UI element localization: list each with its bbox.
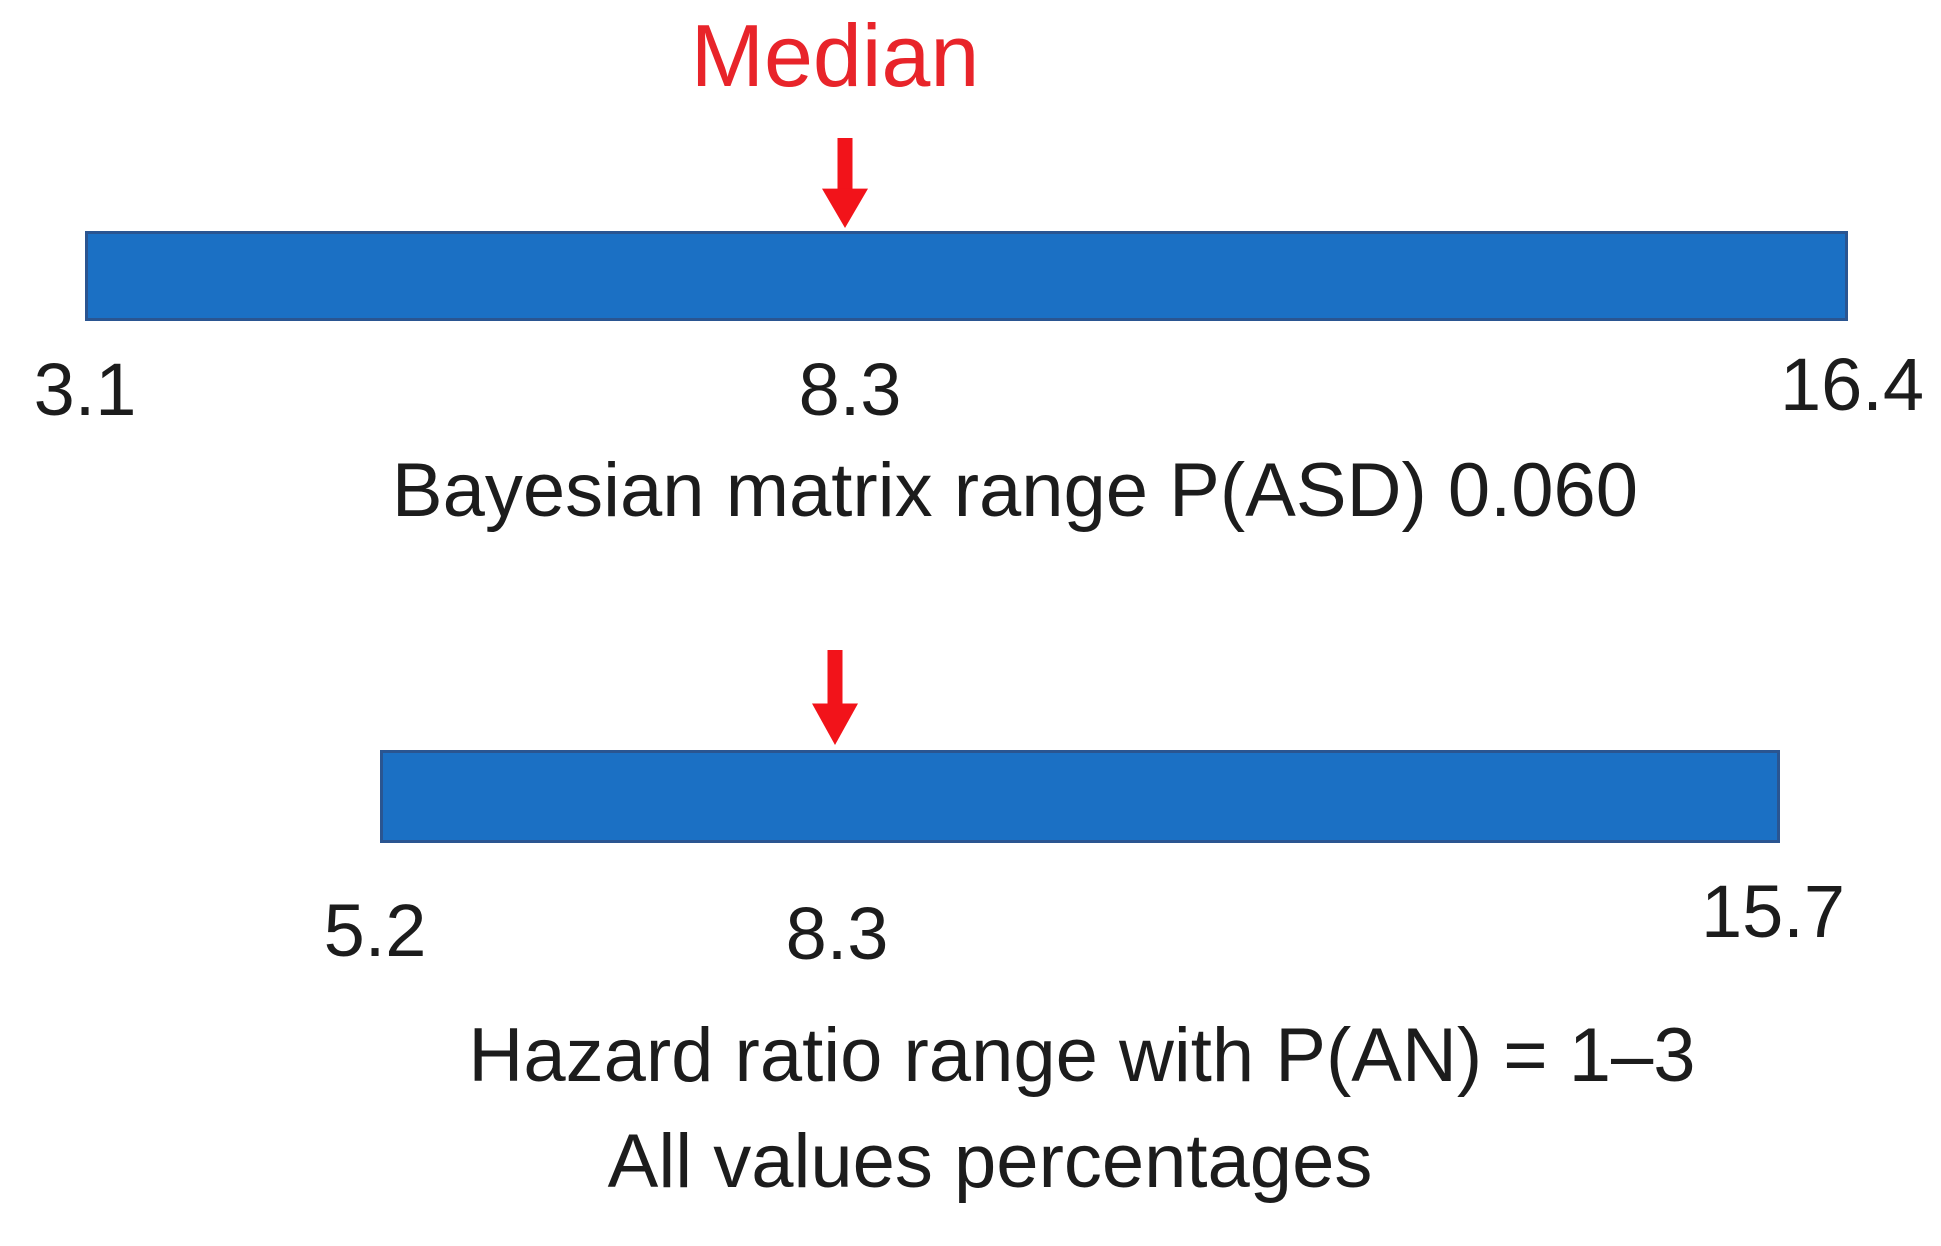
hazard-bar-title: Hazard ratio range with P(AN) = 1–3 [468,1013,1696,1098]
median-label: Median [690,6,980,105]
range-bar-hazard [380,750,1780,843]
bayesian-median-value: 8.3 [798,348,902,431]
median-arrow-icon [812,650,858,745]
median-arrow-icon [822,138,868,228]
bayesian-min-value: 3.1 [33,348,137,431]
hazard-min-value: 5.2 [323,889,427,972]
bayesian-bar-title: Bayesian matrix range P(ASD) 0.060 [391,448,1639,533]
hazard-median-value: 8.3 [785,892,889,975]
bayesian-max-value: 16.4 [1779,343,1925,426]
hazard-max-value: 15.7 [1700,870,1846,953]
range-bar-bayesian [85,231,1848,321]
footnote: All values percentages [607,1119,1373,1204]
